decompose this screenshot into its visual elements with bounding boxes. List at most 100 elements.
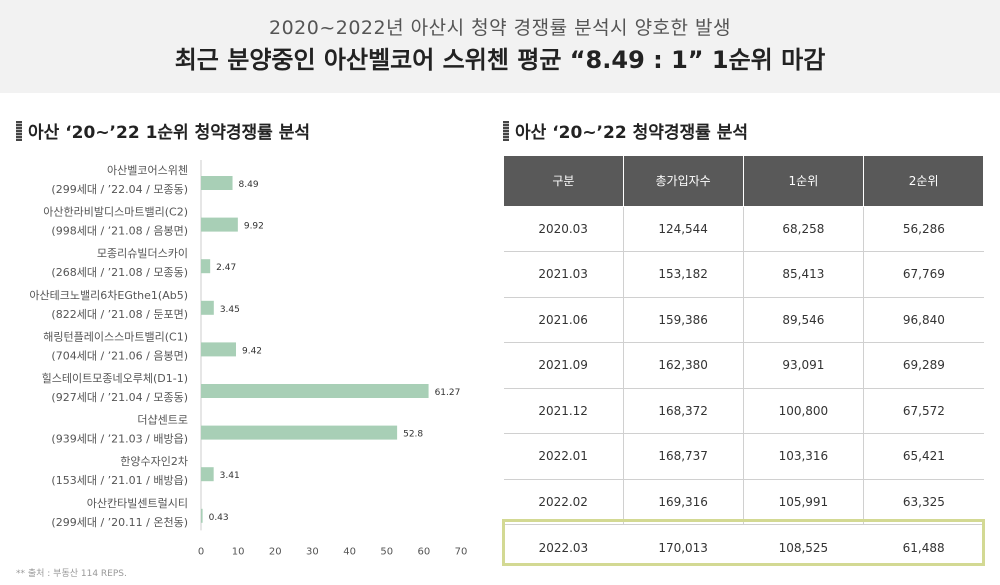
bar <box>201 425 398 440</box>
category-sublabel: (268세대 / ’21.08 / 모종동) <box>51 266 188 279</box>
table-cell: 96,840 <box>863 296 984 343</box>
competition-bar-chart: 아산벨코어스위첸 (299세대 / ’22.04 / 모종동) 8.49 아산한라비발… <box>29 160 468 557</box>
category-label: 힐스테이트모종네오루체(D1-1) <box>42 372 188 385</box>
table-cell: 2022.03 <box>538 540 589 555</box>
table-cell: 89,546 <box>742 296 865 343</box>
bar-value-label: 3.45 <box>220 305 240 315</box>
table-cell: 169,316 <box>622 478 744 525</box>
category-sublabel: (998세대 / ’21.08 / 음봉면) <box>51 225 188 238</box>
table-cell: 170,013 <box>658 540 708 555</box>
header-title: 최근 분양중인 아산벨코어 스위첸 평균 “8.49 : 1” 1순위 마감 <box>174 46 826 74</box>
table-header-cell: 구분 <box>503 156 624 207</box>
bar <box>201 508 203 523</box>
table-cell: 2020.03 <box>503 205 624 252</box>
bar <box>201 467 214 482</box>
section-marker-icon <box>503 120 509 141</box>
table-cell: 168,737 <box>622 433 744 480</box>
right-section-title: 아산 ‘20~’22 청약경쟁률 분석 <box>503 118 748 143</box>
table-row: 2022.01 168,737 103,316 65,421 <box>503 433 984 480</box>
table-row: 2021.12 168,372 100,800 67,572 <box>503 387 984 434</box>
table-cell: 61,488 <box>902 540 945 555</box>
bar <box>201 176 233 190</box>
category-label: 더샵센트로 <box>137 414 188 427</box>
category-label: 아산한라비발디스마트밸리(C2) <box>43 206 188 219</box>
right-section-title-text: 아산 ‘20~’22 청약경쟁률 분석 <box>515 123 748 143</box>
table-header-cell: 1순위 <box>742 156 865 207</box>
table-header-cell: 2순위 <box>863 156 984 207</box>
bar <box>201 217 238 232</box>
x-tick-label: 70 <box>455 546 468 557</box>
table-cell: 67,572 <box>863 387 984 434</box>
table-cell: 67,769 <box>863 251 984 298</box>
table-cell: 108,525 <box>778 540 829 555</box>
x-tick-label: 50 <box>380 546 393 557</box>
x-tick-label: 40 <box>343 546 356 557</box>
category-sublabel: (299세대 / ’20.11 / 온천동) <box>51 515 188 529</box>
bar-value-label: 61.27 <box>435 388 461 398</box>
table-row: 2021.09 162,380 93,091 69,289 <box>503 342 984 389</box>
x-tick-label: 20 <box>269 546 282 557</box>
table-cell: 2021.03 <box>503 251 624 298</box>
bar-value-label: 9.92 <box>244 222 264 232</box>
table-cell: 2022.02 <box>503 478 624 525</box>
category-sublabel: (927세대 / ’21.04 / 모종동) <box>51 391 188 404</box>
table-cell: 100,800 <box>742 387 865 434</box>
table-cell: 56,286 <box>863 205 984 252</box>
category-sublabel: (939세대 / ’21.03 / 배방읍) <box>51 433 188 446</box>
x-tick-label: 60 <box>417 546 430 557</box>
section-marker-icon <box>16 120 22 141</box>
bar-value-label: 9.42 <box>242 346 262 356</box>
table-header-cell: 총가입자수 <box>622 156 744 207</box>
x-tick-label: 0 <box>198 546 204 557</box>
header-banner: 2020~2022년 아산시 청약 경쟁률 분석시 양호한 발생 최근 분양중인… <box>0 0 1000 93</box>
table-cell: 93,091 <box>742 342 865 389</box>
bar <box>201 300 214 315</box>
table-cell: 159,386 <box>622 296 744 343</box>
category-label: 모종리슈빌더스카이 <box>97 247 188 260</box>
category-sublabel: (153세대 / ’21.01 / 배방읍) <box>51 474 188 487</box>
table-cell: 105,991 <box>742 478 865 525</box>
category-label: 아산테크노밸리6차EGthe1(Ab5) <box>29 289 188 302</box>
table-row: 2021.03 153,182 85,413 67,769 <box>503 251 984 298</box>
table-cell: 2022.01 <box>503 433 624 480</box>
table-row: 2022.02 169,316 105,991 63,325 <box>503 478 984 525</box>
header-subtitle: 2020~2022년 아산시 청약 경쟁률 분석시 양호한 발생 <box>268 17 732 39</box>
category-sublabel: (704세대 / ’21.06 / 음봉면) <box>51 349 188 362</box>
bar-value-label: 52.8 <box>403 430 423 440</box>
bar-value-label: 8.49 <box>239 180 259 190</box>
source-note: ** 출처 : 부동산 114 REPS. <box>16 569 127 579</box>
bar-value-label: 0.43 <box>209 513 229 523</box>
bar <box>201 259 211 274</box>
left-section-title: 아산 ‘20~’22 1순위 청약경쟁률 분석 <box>16 118 310 143</box>
category-sublabel: (299세대 / ’22.04 / 모종동) <box>51 183 188 196</box>
bar <box>201 342 236 357</box>
table-cell: 2021.09 <box>503 342 624 389</box>
bar-value-label: 2.47 <box>216 263 236 273</box>
x-tick-label: 10 <box>232 546 245 557</box>
table-cell: 68,258 <box>742 205 865 252</box>
table-cell: 153,182 <box>622 251 744 298</box>
table-row: 2020.03 124,544 68,258 56,286 <box>503 205 984 252</box>
table-cell: 85,413 <box>742 251 865 298</box>
category-label: 아산칸타빌센트럴시티 <box>87 497 188 510</box>
x-tick-label: 30 <box>306 546 319 557</box>
table-cell: 168,372 <box>622 387 744 434</box>
category-label: 해링턴플레이스스마트밸리(C1) <box>43 329 188 343</box>
table-cell: 69,289 <box>863 342 984 389</box>
table-cell: 63,325 <box>863 478 984 525</box>
category-sublabel: (822세대 / ’21.08 / 둔포면) <box>51 308 188 321</box>
table-header-row: 구분 총가입자수 1순위 2순위 <box>503 156 984 207</box>
table-cell: 2021.06 <box>503 296 624 343</box>
bar <box>201 384 429 398</box>
table-row: 2021.06 159,386 89,546 96,840 <box>503 296 984 343</box>
left-section-title-text: 아산 ‘20~’22 1순위 청약경쟁률 분석 <box>28 123 311 143</box>
category-label: 한양수자인2차 <box>120 455 188 468</box>
table-cell: 124,544 <box>622 205 744 252</box>
table-cell: 162,380 <box>622 342 744 389</box>
table-cell: 65,421 <box>863 433 984 480</box>
subscription-table: 구분 총가입자수 1순위 2순위 2020.03 124,544 68,258 56,… <box>503 156 984 570</box>
table-cell: 103,316 <box>742 433 865 480</box>
category-label: 아산벨코어스위첸 <box>107 164 188 177</box>
table-cell: 2021.12 <box>503 387 624 434</box>
table-row: 2022.03 170,013 108,525 61,488 <box>504 525 984 571</box>
